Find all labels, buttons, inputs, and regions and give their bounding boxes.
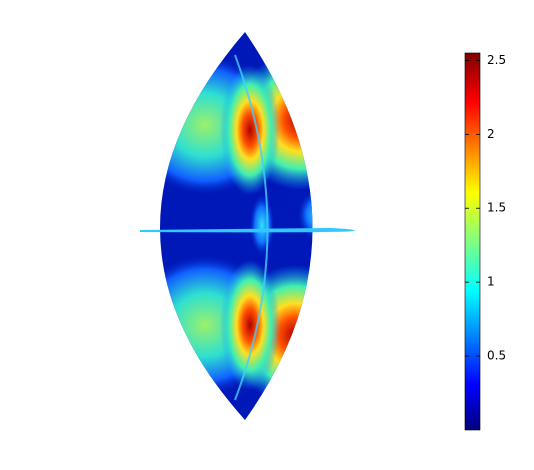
- colorbar-tick-label: 1.5: [487, 201, 506, 215]
- colorbar-tick-label: 0.5: [487, 349, 506, 363]
- colorbar: [464, 52, 481, 431]
- colorbar-tick-label: 2.5: [487, 53, 506, 67]
- needle: [140, 228, 355, 233]
- field-plot: [160, 32, 313, 420]
- colorbar-tick-label: 2: [487, 127, 495, 141]
- colorbar-tick-label: 1: [487, 275, 495, 289]
